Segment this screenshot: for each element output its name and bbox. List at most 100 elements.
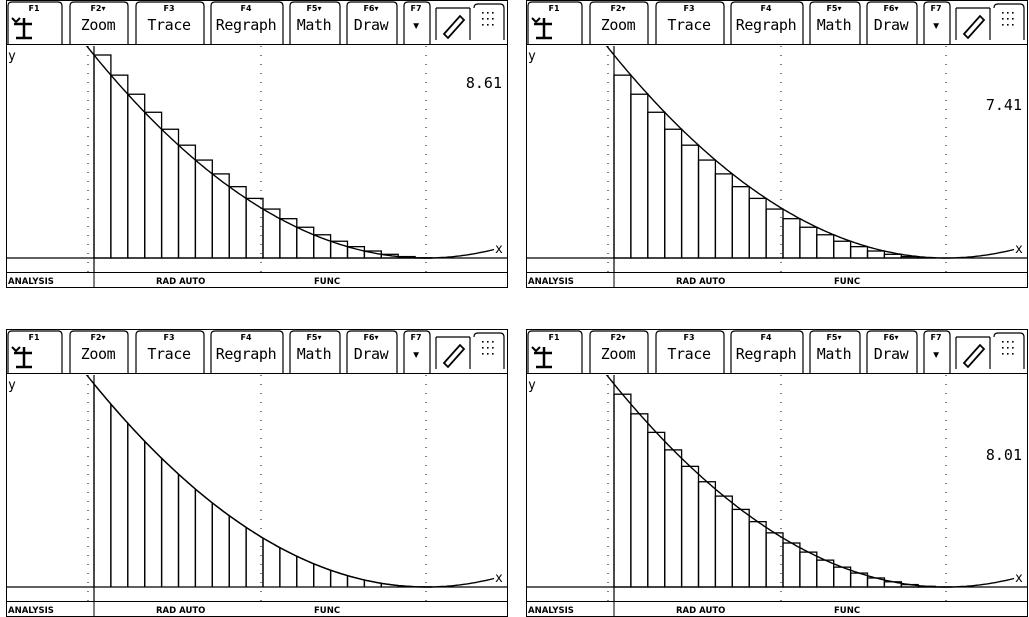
screen-svg: F1 F2▾ZoomF3TraceF4RegraphF5▾MathF6▾DrawF… <box>526 329 1028 617</box>
toolbar-key-1[interactable]: F1 <box>7 1 63 44</box>
toolbar-key-name: F4 <box>240 4 251 13</box>
status-bar: ANALYSIS RAD AUTO FUNC <box>528 273 860 288</box>
toolbar-key-7[interactable]: F7 ▾ <box>403 1 431 44</box>
toolbar-key-4[interactable]: F4 Regraph <box>730 1 804 44</box>
toolbar-key-4[interactable]: F4 Regraph <box>210 330 284 373</box>
toolbar-key-name: F4 <box>760 4 771 13</box>
toolbar-key-2[interactable]: F2▾ Zoom <box>589 1 649 44</box>
toolbar-key-label: Trace <box>147 16 191 34</box>
grid-dot <box>1012 353 1014 355</box>
dotted-grid-frame <box>473 332 505 369</box>
dotted-grid-icon <box>993 332 1025 369</box>
toolbar-key-3[interactable]: F3 Trace <box>135 330 205 373</box>
toolbar-key-outline <box>589 330 649 373</box>
toolbar-key-name: F2▾ <box>90 4 105 13</box>
toolbar-key-3[interactable]: F3 Trace <box>655 330 725 373</box>
pencil-icon-body <box>442 343 466 369</box>
status-mode: ANALYSIS <box>528 606 574 616</box>
toolbar: F1 F2▾ZoomF3TraceF4RegraphF5▾MathF6▾DrawF… <box>527 1 1025 44</box>
pencil-icon-body <box>962 14 986 40</box>
sum-rectangle <box>211 501 230 587</box>
menu-tool-icon <box>14 347 32 369</box>
chevron-down-icon <box>531 346 541 353</box>
dotted-grid-icon <box>993 3 1025 40</box>
sum-rectangle <box>833 566 852 588</box>
toolbar-key-outline <box>69 330 129 373</box>
pencil-icon-body <box>962 343 986 369</box>
sum-rectangle <box>866 250 886 259</box>
toolbar-key-outline <box>346 330 398 373</box>
sum-rectangle <box>110 402 129 587</box>
toolbar-key-5[interactable]: F5▾ Math <box>289 330 341 373</box>
toolbar-key-label: Zoom <box>81 345 116 363</box>
toolbar-key-6[interactable]: F6▾ Draw <box>866 330 918 373</box>
toolbar-key-6[interactable]: F6▾ Draw <box>346 330 398 373</box>
grid-dot <box>1012 341 1014 343</box>
toolbar-key-7[interactable]: F7 ▾ <box>923 1 951 44</box>
grid-dot <box>492 12 494 14</box>
sum-rectangle <box>647 431 666 588</box>
screen-frame <box>6 0 508 288</box>
grid-dot <box>1002 347 1004 349</box>
toolbar-key-outline <box>809 1 861 44</box>
grid-dot <box>482 18 484 20</box>
pencil-icon[interactable] <box>435 336 471 369</box>
sum-rectangle <box>697 159 717 259</box>
toolbar-key-4[interactable]: F4 Regraph <box>730 330 804 373</box>
sum-rectangle <box>279 546 298 587</box>
calculator-screen-left-sum: F1 F2▾ Zoom F3 Trace F4 Regraph F5▾ Math F6▾ Draw F… <box>6 0 508 288</box>
toolbar-key-7[interactable]: F7 ▾ <box>403 330 431 373</box>
menu-tool-icon <box>14 18 32 40</box>
grid-dot <box>492 24 494 26</box>
sum-rectangle <box>93 382 112 587</box>
status-graph-mode: FUNC <box>314 277 340 287</box>
toolbar-key-1[interactable]: F1 <box>527 1 583 44</box>
grid-dot <box>1002 24 1004 26</box>
y-axis-label: y <box>528 378 536 393</box>
grid-dot <box>487 347 489 349</box>
toolbar-key-2[interactable]: F2▾ Zoom <box>69 330 129 373</box>
pencil-icon[interactable] <box>955 336 991 369</box>
toolbar-key-label: ▾ <box>932 345 941 363</box>
x-axis-label: x <box>1015 242 1023 257</box>
toolbar-key-5[interactable]: F5▾ Math <box>289 1 341 44</box>
toolbar-key-3[interactable]: F3 Trace <box>655 1 725 44</box>
toolbar-key-label: ▾ <box>412 16 421 34</box>
sum-rectangle <box>177 144 197 259</box>
sum-rectangle <box>630 413 649 588</box>
sum-rectangle <box>849 246 869 259</box>
toolbar-key-label: Draw <box>874 16 910 34</box>
area-value: 8.01 <box>986 446 1022 464</box>
toolbar-key-1[interactable]: F1 <box>527 330 583 373</box>
calculator-screen-midpoint-sum: F1 F2▾ Zoom F3 Trace F4 Regraph F5▾ Math F6▾ Draw F… <box>526 329 1028 617</box>
toolbar-key-label: Draw <box>354 345 390 363</box>
toolbar-key-3[interactable]: F3 Trace <box>135 1 205 44</box>
toolbar-key-5[interactable]: F5▾ Math <box>809 1 861 44</box>
toolbar-key-6[interactable]: F6▾ Draw <box>346 1 398 44</box>
toolbar-key-label: Math <box>297 345 332 363</box>
menu-tool-icon <box>534 18 552 40</box>
sum-rectangle <box>630 93 649 259</box>
sum-rectangle <box>211 173 230 259</box>
status-mode: ANALYSIS <box>8 606 54 616</box>
toolbar-key-1[interactable]: F1 <box>7 330 63 373</box>
sum-rectangle <box>833 240 852 259</box>
sum-rectangle <box>680 465 700 588</box>
toolbar-key-outline <box>655 330 725 373</box>
toolbar-key-label: Draw <box>354 16 390 34</box>
toolbar-key-4[interactable]: F4 Regraph <box>210 1 284 44</box>
pencil-icon[interactable] <box>435 7 471 40</box>
toolbar-key-name: F6▾ <box>883 333 898 342</box>
screen-frame <box>6 329 508 617</box>
pencil-icon[interactable] <box>955 7 991 40</box>
toolbar-key-2[interactable]: F2▾ Zoom <box>69 1 129 44</box>
toolbar-key-2[interactable]: F2▾ Zoom <box>589 330 649 373</box>
toolbar-key-5[interactable]: F5▾ Math <box>809 330 861 373</box>
area-value: 7.41 <box>986 96 1022 114</box>
toolbar-key-7[interactable]: F7 ▾ <box>923 330 951 373</box>
grid-dot <box>487 12 489 14</box>
grid-dot <box>1012 24 1014 26</box>
toolbar-key-6[interactable]: F6▾ Draw <box>866 1 918 44</box>
status-bar: ANALYSIS RAD AUTO FUNC <box>8 273 340 288</box>
toolbar-key-outline <box>527 330 583 373</box>
